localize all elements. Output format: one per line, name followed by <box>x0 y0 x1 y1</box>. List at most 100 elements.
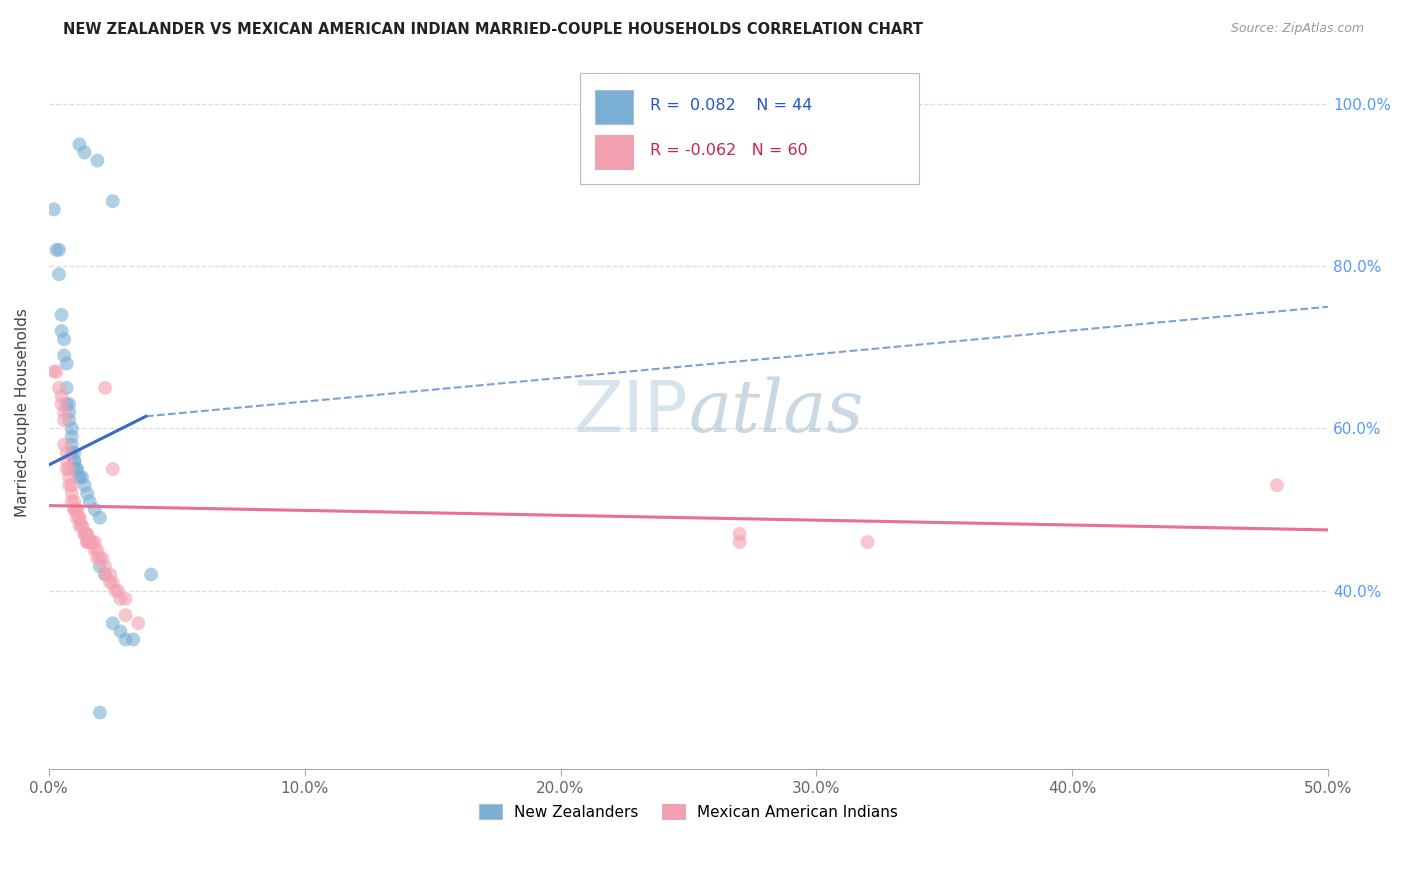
Point <box>101 616 124 631</box>
Point <box>53 405 76 419</box>
Point <box>73 527 96 541</box>
Point <box>53 413 76 427</box>
Point <box>58 478 80 492</box>
Point <box>69 510 91 524</box>
Point <box>58 405 80 419</box>
Point <box>55 454 77 468</box>
Point <box>55 381 77 395</box>
Point <box>58 397 80 411</box>
Point <box>42 365 65 379</box>
Point <box>83 543 105 558</box>
Point <box>45 243 67 257</box>
Point <box>66 502 89 516</box>
Point <box>73 527 96 541</box>
Point <box>69 519 91 533</box>
Point <box>51 308 73 322</box>
Point <box>73 145 96 160</box>
Y-axis label: Married-couple Households: Married-couple Households <box>15 308 30 516</box>
Point <box>101 462 124 476</box>
Point <box>53 348 76 362</box>
Point <box>60 421 83 435</box>
Point <box>70 519 93 533</box>
Point <box>79 535 101 549</box>
Point <box>76 535 98 549</box>
Text: Source: ZipAtlas.com: Source: ZipAtlas.com <box>1230 22 1364 36</box>
Point <box>70 519 93 533</box>
Point <box>66 462 89 476</box>
Point <box>89 551 111 566</box>
Point <box>48 243 70 257</box>
Point <box>114 591 136 606</box>
Point <box>60 446 83 460</box>
Point <box>69 137 91 152</box>
Point <box>94 381 117 395</box>
Point <box>122 632 145 647</box>
Point <box>73 478 96 492</box>
Point <box>63 446 86 460</box>
Point <box>83 502 105 516</box>
Point <box>51 397 73 411</box>
Point <box>60 429 83 443</box>
Point <box>63 502 86 516</box>
Point <box>55 462 77 476</box>
Point <box>51 389 73 403</box>
Point <box>58 470 80 484</box>
Point <box>42 202 65 217</box>
Point <box>101 575 124 590</box>
Point <box>60 478 83 492</box>
Point <box>76 527 98 541</box>
Point <box>86 551 108 566</box>
Point <box>76 527 98 541</box>
Text: NEW ZEALANDER VS MEXICAN AMERICAN INDIAN MARRIED-COUPLE HOUSEHOLDS CORRELATION C: NEW ZEALANDER VS MEXICAN AMERICAN INDIAN… <box>63 22 924 37</box>
Point <box>98 575 121 590</box>
Point <box>79 494 101 508</box>
Point <box>58 413 80 427</box>
Point <box>104 583 127 598</box>
Point <box>86 543 108 558</box>
Point <box>63 454 86 468</box>
Point <box>45 365 67 379</box>
Point <box>98 567 121 582</box>
Point <box>101 194 124 209</box>
Point <box>94 567 117 582</box>
Point <box>63 494 86 508</box>
Point <box>48 267 70 281</box>
Point <box>76 535 98 549</box>
Point <box>728 535 751 549</box>
Point <box>63 454 86 468</box>
FancyBboxPatch shape <box>595 135 634 169</box>
Point <box>55 446 77 460</box>
Point <box>139 567 162 582</box>
Point <box>70 470 93 484</box>
Point <box>60 494 83 508</box>
Point <box>69 470 91 484</box>
Point <box>66 510 89 524</box>
Text: R = -0.062   N = 60: R = -0.062 N = 60 <box>650 143 808 158</box>
FancyBboxPatch shape <box>579 73 918 184</box>
Point <box>110 591 132 606</box>
Point <box>114 632 136 647</box>
Point <box>66 462 89 476</box>
Point <box>82 535 104 549</box>
Point <box>91 551 114 566</box>
Point <box>66 502 89 516</box>
Point <box>86 153 108 168</box>
Point <box>856 535 879 549</box>
Point <box>53 332 76 346</box>
Point <box>69 510 91 524</box>
Point <box>76 486 98 500</box>
Point <box>63 462 86 476</box>
Point <box>728 527 751 541</box>
Point <box>79 535 101 549</box>
Point <box>69 470 91 484</box>
Point <box>55 357 77 371</box>
Point <box>1265 478 1288 492</box>
Point <box>114 608 136 623</box>
Point <box>83 535 105 549</box>
Legend: New Zealanders, Mexican American Indians: New Zealanders, Mexican American Indians <box>472 798 904 826</box>
Point <box>53 438 76 452</box>
Point <box>60 438 83 452</box>
Point <box>48 381 70 395</box>
Text: ZIP: ZIP <box>574 377 689 447</box>
FancyBboxPatch shape <box>595 90 634 124</box>
